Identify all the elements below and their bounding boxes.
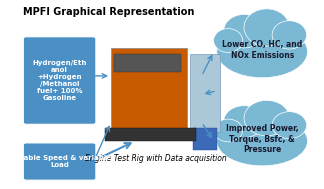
Ellipse shape	[214, 29, 243, 52]
Ellipse shape	[224, 14, 264, 48]
FancyBboxPatch shape	[105, 128, 196, 141]
Ellipse shape	[244, 9, 289, 46]
FancyBboxPatch shape	[111, 48, 187, 132]
Ellipse shape	[244, 100, 289, 136]
FancyBboxPatch shape	[114, 53, 180, 72]
FancyBboxPatch shape	[193, 128, 217, 150]
Ellipse shape	[217, 26, 307, 78]
FancyBboxPatch shape	[23, 143, 96, 180]
Text: Hydrogen/Eth
anol
+Hydrogen
/Methanol
fuel+ 100%
Gasoline: Hydrogen/Eth anol +Hydrogen /Methanol fu…	[32, 60, 87, 101]
Text: Variable Speed & variable
Load: Variable Speed & variable Load	[8, 155, 111, 168]
FancyBboxPatch shape	[190, 53, 220, 132]
Ellipse shape	[214, 119, 243, 142]
FancyBboxPatch shape	[23, 37, 96, 124]
Text: Improved Power,
Torque, Bsfc, &
Pressure: Improved Power, Torque, Bsfc, & Pressure	[226, 124, 298, 154]
Text: Engine Test Rig with Data acquisition: Engine Test Rig with Data acquisition	[86, 154, 227, 163]
Text: Lower CO, HC, and
NOx Emissions: Lower CO, HC, and NOx Emissions	[222, 40, 302, 60]
Ellipse shape	[224, 106, 264, 138]
Text: MPFI Graphical Representation: MPFI Graphical Representation	[23, 7, 195, 17]
Ellipse shape	[272, 112, 307, 139]
Ellipse shape	[217, 116, 307, 166]
Ellipse shape	[272, 21, 307, 49]
